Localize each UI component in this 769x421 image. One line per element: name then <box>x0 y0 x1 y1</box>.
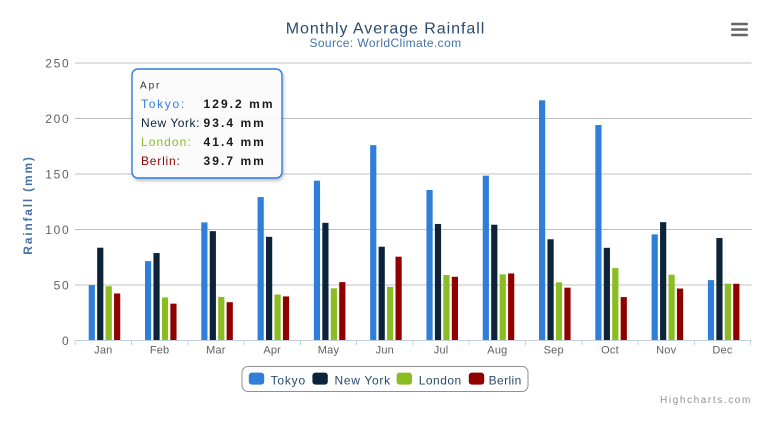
svg-text:London:: London: <box>141 135 192 149</box>
svg-text:Apr: Apr <box>263 345 281 357</box>
svg-text:39.7 mm: 39.7 mm <box>204 154 266 168</box>
svg-text:Berlin: Berlin <box>489 373 522 387</box>
svg-text:150: 150 <box>45 168 70 182</box>
svg-text:Oct: Oct <box>601 345 619 357</box>
svg-text:Dec: Dec <box>712 345 732 357</box>
svg-text:93.4 mm: 93.4 mm <box>204 116 266 130</box>
svg-text:Apr: Apr <box>140 81 161 92</box>
svg-text:250: 250 <box>45 57 70 71</box>
svg-text:Tokyo: Tokyo <box>271 373 306 387</box>
svg-text:200: 200 <box>45 112 70 126</box>
svg-text:London: London <box>419 373 462 387</box>
svg-text:Mar: Mar <box>206 345 226 357</box>
svg-text:50: 50 <box>54 279 71 293</box>
svg-text:0: 0 <box>62 334 70 348</box>
svg-text:May: May <box>318 345 340 357</box>
svg-text:Berlin:: Berlin: <box>141 154 181 168</box>
svg-text:New York:: New York: <box>141 116 200 130</box>
svg-text:Highcharts.com: Highcharts.com <box>660 395 752 406</box>
svg-text:Jun: Jun <box>376 345 394 357</box>
svg-text:Feb: Feb <box>150 345 170 357</box>
svg-text:100: 100 <box>45 223 70 237</box>
svg-text:Aug: Aug <box>487 345 507 357</box>
svg-text:Sep: Sep <box>544 345 564 357</box>
svg-text:New York: New York <box>335 373 392 387</box>
svg-text:129.2 mm: 129.2 mm <box>204 97 275 111</box>
svg-text:Jan: Jan <box>94 345 112 357</box>
svg-text:41.4 mm: 41.4 mm <box>204 135 266 149</box>
svg-text:Monthly Average Rainfall: Monthly Average Rainfall <box>286 20 486 37</box>
svg-text:Tokyo:: Tokyo: <box>141 97 186 111</box>
svg-text:Jul: Jul <box>434 345 449 357</box>
svg-text:Rainfall (mm): Rainfall (mm) <box>21 155 35 254</box>
svg-text:Source: WorldClimate.com: Source: WorldClimate.com <box>309 36 461 50</box>
svg-text:Nov: Nov <box>656 345 676 357</box>
